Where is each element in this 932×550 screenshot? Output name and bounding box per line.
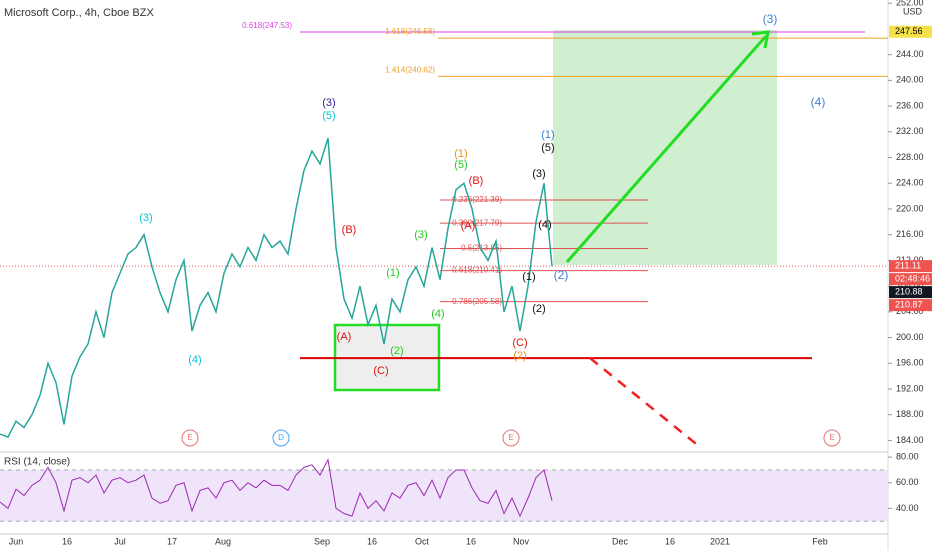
x-tick-label: 17 (167, 536, 177, 546)
wave-label: (4) (538, 219, 551, 231)
event-label: E (187, 433, 192, 442)
price-tag (889, 299, 932, 312)
fib-label: 0.618(210.41) (452, 266, 502, 275)
event-label: E (508, 433, 513, 442)
target-arrow (565, 35, 768, 263)
price-tag-label: 210.88 (895, 286, 923, 296)
wave-label: (1) (386, 267, 399, 279)
currency: USD (903, 6, 923, 16)
extension-label: 1.414(240.62) (385, 65, 435, 74)
wave-label: (2) (532, 303, 545, 315)
x-tick-label: 16 (62, 536, 72, 546)
x-tick-label: Feb (812, 536, 828, 546)
y-tick-label: 228.00 (896, 152, 924, 162)
x-tick-label: Jul (114, 536, 126, 546)
price-tag-label: 210.87 (895, 299, 923, 309)
event-marker (502, 429, 520, 447)
rsi-tick-label: 80.00 (896, 452, 919, 462)
wave-label: (2) (390, 345, 403, 357)
y-tick-label: 204.00 (896, 306, 924, 316)
rsi-title: RSI (14, close) (4, 457, 70, 468)
extension-label: 1.618(246.58) (385, 27, 435, 36)
y-tick-label: 252.00 (896, 0, 924, 8)
price-tag (889, 260, 932, 273)
event-marker (823, 429, 841, 447)
wave-label: (3) (322, 97, 335, 109)
wave-label: (5) (322, 110, 335, 122)
x-tick-label: Aug (215, 536, 231, 546)
wave-label: (2) (513, 350, 526, 362)
wave-label: (C) (512, 337, 527, 349)
y-tick-label: 196.00 (896, 358, 924, 368)
wave-label: (1) (454, 148, 467, 160)
wave-label: (4) (188, 354, 201, 366)
price-tag-label: 247.56 (895, 26, 923, 36)
x-tick-label: 16 (367, 536, 377, 546)
x-tick-label: Dec (612, 536, 629, 546)
event-marker (181, 429, 199, 447)
fib-label: 0.786(205.58) (452, 297, 502, 306)
y-tick-label: 188.00 (896, 409, 924, 419)
x-tick-label: Sep (314, 536, 330, 546)
wave-label: (3) (139, 212, 152, 224)
price-tag (889, 273, 932, 286)
wave-label: (3) (532, 168, 545, 180)
rsi-line (0, 458, 553, 518)
x-tick-label: Jun (9, 536, 24, 546)
extension-label: 0.618(247.53) (242, 21, 292, 30)
wave-label: (A) (461, 220, 476, 232)
wave-label: (3) (414, 229, 427, 241)
wave-label: (C) (373, 365, 388, 377)
fib-label: 0.382(217.79) (452, 218, 502, 227)
target-zone (553, 30, 777, 265)
y-tick-label: 208.00 (896, 280, 924, 290)
y-tick-label: 244.00 (896, 49, 924, 59)
y-tick-label: 212.00 (896, 255, 924, 265)
wave-label: (4) (431, 308, 444, 320)
price-tag-label: 02:48:46 (895, 273, 930, 283)
bear-path (589, 357, 701, 448)
wave-label: (4) (811, 95, 826, 109)
wave-label: (1) (522, 271, 535, 283)
wave-label: (2) (554, 268, 569, 282)
x-tick-label: 16 (466, 536, 476, 546)
wave-label: (1) (541, 129, 554, 141)
price-tag (889, 286, 932, 299)
price-tag-label: 211.11 (895, 260, 921, 270)
x-tick-label: Oct (415, 536, 430, 546)
y-tick-label: 236.00 (896, 100, 924, 110)
wave-label: (3) (763, 12, 778, 26)
event-label: D (278, 433, 284, 442)
y-tick-label: 216.00 (896, 229, 924, 239)
symbol-title: Microsoft Corp., 4h, Cboe BZX (4, 7, 154, 19)
rsi-band (0, 469, 888, 522)
y-tick-label: 192.00 (896, 383, 924, 393)
wave-label: (5) (454, 159, 467, 171)
price-tag (889, 25, 932, 38)
rsi-tick-label: 40.00 (896, 503, 919, 513)
wave-label: (B) (342, 224, 357, 236)
y-tick-label: 232.00 (896, 126, 924, 136)
x-tick-label: 2021 (710, 536, 730, 546)
event-marker (272, 429, 290, 447)
wave-label: (5) (541, 142, 554, 154)
wave-label: (A) (337, 331, 352, 343)
x-tick-label: Nov (513, 536, 530, 546)
y-tick-label: 184.00 (896, 435, 924, 445)
x-tick-label: 16 (665, 536, 675, 546)
fib-label: 0.5(213.85) (461, 244, 502, 253)
y-tick-label: 200.00 (896, 332, 924, 342)
fib-label: 0.236(221.39) (452, 195, 502, 204)
y-tick-label: 220.00 (896, 203, 924, 213)
y-tick-label: 240.00 (896, 75, 924, 85)
rsi-tick-label: 60.00 (896, 477, 919, 487)
wave-label: (B) (469, 175, 484, 187)
event-label: E (829, 433, 834, 442)
arrow-head (751, 30, 770, 49)
price-line-series (0, 138, 553, 439)
y-tick-label: 224.00 (896, 178, 924, 188)
